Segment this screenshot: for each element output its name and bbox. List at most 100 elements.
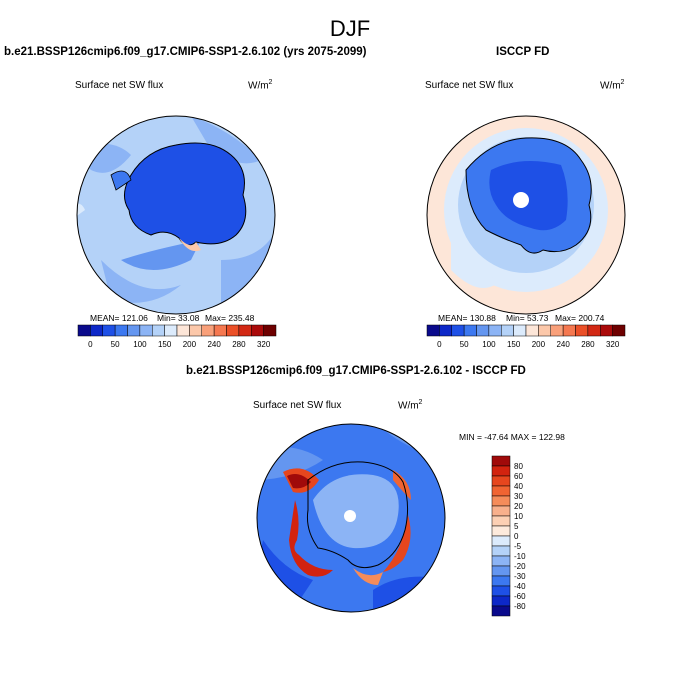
colorbar-label: 60 bbox=[514, 472, 523, 481]
colorbar-label: 50 bbox=[460, 340, 469, 349]
colorbar-swatch bbox=[491, 495, 511, 507]
colorbar-label: 30 bbox=[514, 492, 523, 501]
colorbar-label: -80 bbox=[514, 602, 526, 611]
colorbar-swatch bbox=[152, 324, 165, 337]
panel1-units: W/m2 bbox=[248, 79, 273, 92]
colorbar-swatch bbox=[491, 525, 511, 537]
colorbar-swatch bbox=[501, 324, 514, 337]
colorbar-swatch bbox=[463, 324, 477, 337]
colorbar-swatch bbox=[538, 324, 551, 337]
panel2-mean: MEAN= 130.88 bbox=[438, 313, 496, 323]
colorbar-label: 10 bbox=[514, 512, 523, 521]
colorbar-swatch bbox=[491, 555, 511, 567]
colorbar-swatch bbox=[439, 324, 452, 337]
colorbar-label: -30 bbox=[514, 572, 526, 581]
colorbar-swatch bbox=[189, 324, 202, 337]
panel3-units: W/m2 bbox=[398, 399, 423, 412]
colorbar-swatch bbox=[491, 595, 511, 607]
panel1-max: Max= 235.48 bbox=[205, 313, 255, 323]
colorbar-swatch bbox=[90, 324, 103, 337]
figure-title: DJF bbox=[329, 16, 371, 41]
panel1-min: Min= 33.08 bbox=[157, 313, 200, 323]
colorbar-label: 100 bbox=[133, 340, 147, 349]
colorbar-swatch bbox=[476, 324, 490, 337]
colorbar-swatch bbox=[525, 324, 539, 337]
colorbar-swatch bbox=[587, 324, 601, 337]
colorbar-label: 0 bbox=[88, 340, 93, 349]
colorbar-swatch bbox=[491, 565, 511, 577]
colorbar-swatch bbox=[491, 585, 511, 597]
colorbar-swatch bbox=[491, 545, 511, 557]
colorbar-swatch bbox=[114, 324, 128, 337]
colorbar-swatch bbox=[491, 515, 511, 527]
colorbar-label: -5 bbox=[514, 542, 522, 551]
colorbar-swatch bbox=[491, 465, 511, 477]
colorbar-swatch bbox=[201, 324, 215, 337]
colorbar-swatch bbox=[491, 485, 511, 497]
colorbar-label: -20 bbox=[514, 562, 526, 571]
panel2-variable: Surface net SW flux bbox=[425, 80, 514, 91]
colorbar-swatch bbox=[226, 324, 240, 337]
colorbar-label: 50 bbox=[111, 340, 120, 349]
colorbar-swatch bbox=[451, 324, 465, 337]
panel3-variable: Surface net SW flux bbox=[253, 400, 342, 411]
colorbar-label: 240 bbox=[556, 340, 570, 349]
panel2-colorbar: 0 50 100 150 200 240 280 320 bbox=[426, 324, 626, 349]
colorbar-swatch bbox=[600, 324, 613, 337]
colorbar-swatch bbox=[491, 475, 511, 487]
panel2-map bbox=[426, 115, 626, 315]
panel1-title: b.e21.BSSP126cmip6.f09_g17.CMIP6-SSP1-2.… bbox=[4, 46, 367, 58]
colorbar-label: 320 bbox=[606, 340, 620, 349]
colorbar-label: 20 bbox=[514, 502, 523, 511]
colorbar-swatch bbox=[491, 535, 511, 547]
colorbar-swatch bbox=[263, 324, 277, 337]
colorbar-swatch bbox=[127, 324, 141, 337]
colorbar-label: 0 bbox=[514, 532, 519, 541]
colorbar-label: 200 bbox=[532, 340, 546, 349]
colorbar-label: -60 bbox=[514, 592, 526, 601]
colorbar-swatch bbox=[550, 324, 564, 337]
panel1-mean: MEAN= 121.06 bbox=[90, 313, 148, 323]
panel2-units: W/m2 bbox=[600, 79, 625, 92]
colorbar-swatch bbox=[491, 605, 511, 617]
panel1-variable: Surface net SW flux bbox=[75, 80, 164, 91]
colorbar-swatch bbox=[176, 324, 190, 337]
colorbar-swatch bbox=[491, 455, 511, 467]
colorbar-label: 200 bbox=[183, 340, 197, 349]
panel3-title: b.e21.BSSP126cmip6.f09_g17.CMIP6-SSP1-2.… bbox=[186, 365, 526, 377]
colorbar-swatch bbox=[213, 324, 227, 337]
panel3-minmax: MIN = -47.64 MAX = 122.98 bbox=[459, 432, 565, 442]
colorbar-label: -40 bbox=[514, 582, 526, 591]
colorbar-swatch bbox=[491, 575, 511, 587]
colorbar-swatch bbox=[164, 324, 178, 337]
colorbar-label: 0 bbox=[437, 340, 442, 349]
colorbar-label: 280 bbox=[581, 340, 595, 349]
colorbar-swatch bbox=[488, 324, 502, 337]
colorbar-swatch bbox=[238, 324, 252, 337]
panel2-title: ISCCP FD bbox=[496, 46, 550, 58]
colorbar-label: 240 bbox=[207, 340, 221, 349]
colorbar-swatch bbox=[575, 324, 589, 337]
colorbar-swatch bbox=[77, 324, 91, 337]
colorbar-swatch bbox=[612, 324, 626, 337]
colorbar-swatch bbox=[251, 324, 264, 337]
colorbar-swatch bbox=[426, 324, 440, 337]
colorbar-label: 280 bbox=[232, 340, 246, 349]
colorbar-label: 100 bbox=[482, 340, 496, 349]
colorbar-label: 80 bbox=[514, 462, 523, 471]
colorbar-label: 5 bbox=[514, 522, 519, 531]
colorbar-label: 320 bbox=[257, 340, 271, 349]
colorbar-label: 40 bbox=[514, 482, 523, 491]
colorbar-swatch bbox=[102, 324, 116, 337]
panel1-colorbar: 0 50 100 150 200 240 280 320 bbox=[77, 324, 277, 349]
panel3-map bbox=[256, 423, 446, 613]
panel2-min: Min= 53.73 bbox=[506, 313, 549, 323]
colorbar-label: 150 bbox=[158, 340, 172, 349]
colorbar-swatch bbox=[139, 324, 153, 337]
colorbar-swatch bbox=[491, 505, 511, 517]
panel2-max: Max= 200.74 bbox=[555, 313, 605, 323]
colorbar-label: -10 bbox=[514, 552, 526, 561]
panel1-map bbox=[76, 115, 276, 315]
colorbar-swatch bbox=[562, 324, 576, 337]
